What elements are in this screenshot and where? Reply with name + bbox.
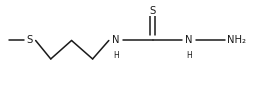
Text: H: H — [113, 51, 119, 60]
Text: N: N — [112, 35, 120, 45]
Text: NH₂: NH₂ — [227, 35, 246, 45]
Text: S: S — [26, 35, 33, 45]
Text: S: S — [149, 6, 156, 16]
Text: H: H — [186, 51, 192, 60]
Text: N: N — [185, 35, 193, 45]
